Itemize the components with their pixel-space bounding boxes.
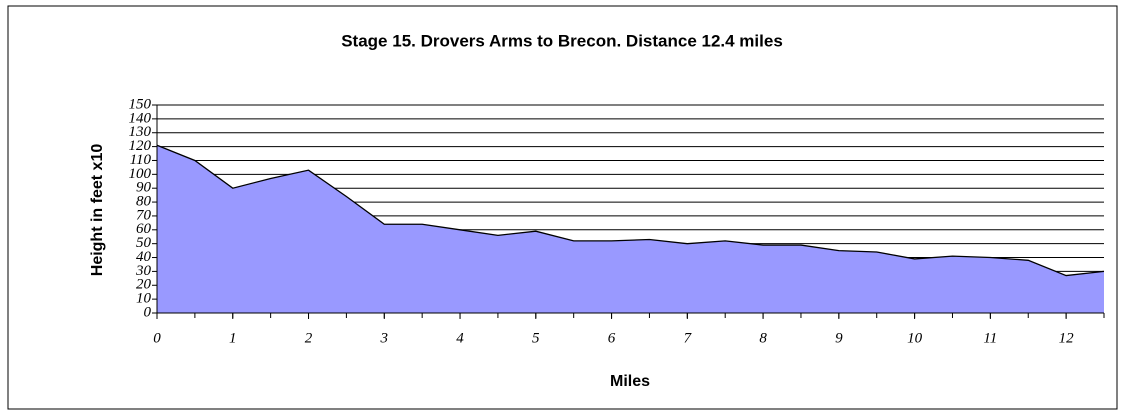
y-tick-label: 90: [136, 180, 152, 196]
y-tick-label: 30: [135, 263, 152, 279]
y-tick-label: 140: [129, 110, 152, 126]
line: [156, 144, 1105, 277]
x-tick-label: 4: [456, 330, 464, 346]
x-tick-label: 6: [608, 330, 616, 346]
x-tick-label: 10: [907, 330, 923, 346]
y-axis-label: Height in feet x10: [89, 144, 106, 277]
x-tick-label: 7: [684, 330, 693, 346]
y-tick-label: 20: [136, 277, 152, 293]
y-tick-label: 40: [136, 249, 152, 265]
y-tick-label: 60: [136, 221, 152, 237]
area: [157, 145, 1104, 313]
x-axis-label: Miles: [610, 373, 650, 390]
y-tick-label: 0: [144, 304, 152, 320]
y-tick-label: 150: [129, 96, 152, 112]
x-tick-label: 2: [305, 330, 313, 346]
y-tick-label: 120: [129, 138, 152, 154]
y-tick-label: 80: [136, 194, 152, 210]
x-tick-label: 3: [380, 330, 389, 346]
x-tick-label: 8: [759, 330, 767, 346]
x-tick-label: 12: [1059, 330, 1075, 346]
y-tick-label: 130: [129, 124, 152, 140]
x-tick-label: 5: [532, 330, 540, 346]
x-tick-label: 1: [229, 330, 237, 346]
y-tick-label: 70: [136, 207, 152, 223]
chart-title: Stage 15. Drovers Arms to Brecon. Distan…: [341, 31, 783, 50]
x-tick-label: 11: [983, 330, 997, 346]
y-tick-label: 50: [136, 235, 152, 251]
y-tick-label: 10: [136, 291, 152, 307]
x-tick-label: 9: [835, 330, 843, 346]
y-tick-label: 100: [129, 166, 152, 182]
y-tick-label: 110: [130, 152, 152, 168]
x-tick-label: 0: [153, 330, 161, 346]
